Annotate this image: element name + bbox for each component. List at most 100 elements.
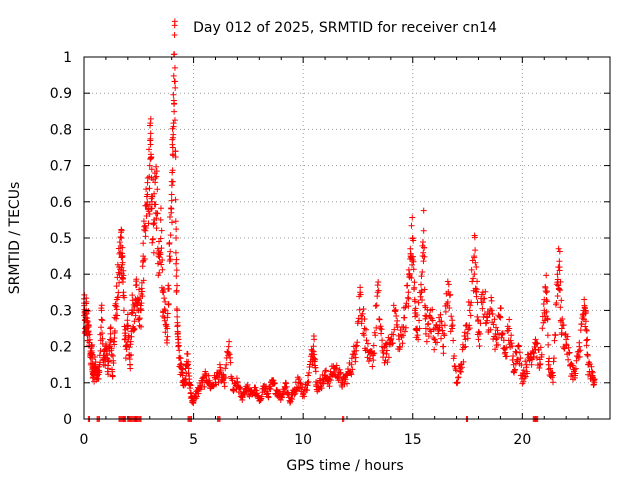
data-point <box>119 259 126 266</box>
data-point <box>147 141 154 148</box>
data-point <box>400 332 407 339</box>
data-point <box>327 377 334 384</box>
data-point <box>154 186 161 193</box>
data-point <box>86 336 93 343</box>
data-point <box>453 379 460 386</box>
data-point <box>120 272 127 279</box>
data-point <box>168 182 175 189</box>
data-point <box>140 240 147 247</box>
data-point <box>376 316 383 323</box>
data-point <box>158 261 165 268</box>
data-point <box>116 263 123 270</box>
data-point <box>287 397 294 404</box>
data-point <box>544 316 551 323</box>
data-point <box>336 375 343 382</box>
data-point <box>380 349 387 356</box>
data-point <box>418 273 425 280</box>
data-point <box>589 372 596 379</box>
data-point <box>552 332 559 339</box>
data-point <box>427 307 434 314</box>
data-point <box>136 286 143 293</box>
data-point <box>165 285 172 292</box>
data-point <box>187 382 194 389</box>
data-point <box>128 333 135 340</box>
data-point <box>222 374 229 381</box>
data-point <box>171 51 178 58</box>
data-point <box>113 306 120 313</box>
data-point <box>342 376 349 383</box>
data-point <box>154 210 161 217</box>
data-point <box>116 279 123 286</box>
data-point <box>544 332 551 339</box>
data-point <box>488 297 495 304</box>
data-point <box>136 315 143 322</box>
data-point <box>405 295 412 302</box>
data-point <box>97 347 104 354</box>
data-point <box>400 314 407 321</box>
data-point <box>147 155 154 162</box>
data-point <box>457 361 464 368</box>
data-point <box>583 327 590 334</box>
axis-ticks: 00.10.20.30.40.50.60.70.80.910 5 10 15 20 <box>50 50 611 448</box>
data-point <box>572 365 579 372</box>
y-tick-label: 0.8 <box>50 122 72 138</box>
plot-frame <box>83 56 611 420</box>
data-point <box>126 344 133 351</box>
y-tick-label: 1 <box>63 50 72 66</box>
data-point <box>181 379 188 386</box>
data-point <box>437 311 444 318</box>
data-point <box>304 379 311 386</box>
data-point <box>408 275 415 282</box>
data-point <box>141 223 148 230</box>
data-point <box>449 325 456 332</box>
data-point <box>563 336 570 343</box>
data-point <box>206 377 213 384</box>
data-point <box>471 271 478 278</box>
data-point <box>133 282 140 289</box>
data-point <box>402 324 409 331</box>
data-point <box>520 378 527 385</box>
data-point <box>119 244 126 251</box>
data-point <box>173 235 180 241</box>
data-point <box>108 351 115 358</box>
data-point <box>168 197 175 204</box>
data-point <box>421 286 428 293</box>
data-point <box>446 305 453 312</box>
data-point <box>487 305 494 312</box>
data-point <box>450 337 457 344</box>
data-point <box>282 379 289 386</box>
data-point <box>159 289 166 296</box>
data-point <box>465 326 472 333</box>
data-point <box>451 352 458 359</box>
data-point <box>420 227 427 234</box>
data-point <box>124 317 131 324</box>
data-point <box>392 307 399 314</box>
data-point <box>571 372 578 379</box>
data-point <box>418 289 425 296</box>
data-point <box>420 207 427 214</box>
data-point <box>175 343 182 350</box>
data-point <box>448 313 455 320</box>
data-point <box>120 289 127 296</box>
data-point <box>127 351 134 358</box>
data-point <box>440 343 447 350</box>
data-point <box>176 354 183 361</box>
data-point <box>157 216 164 223</box>
data-point <box>421 244 428 251</box>
data-point <box>411 284 418 291</box>
data-point <box>556 248 563 255</box>
data-point <box>489 310 496 317</box>
data-point <box>174 313 181 320</box>
data-point <box>518 361 525 368</box>
data-point <box>584 352 591 359</box>
data-point <box>158 227 165 234</box>
data-point <box>471 234 478 241</box>
data-point <box>267 386 274 393</box>
data-point <box>349 366 356 373</box>
data-point <box>193 393 200 400</box>
data-point <box>580 307 587 314</box>
data-point <box>434 339 441 346</box>
data-point <box>429 317 436 324</box>
data-point <box>102 343 109 350</box>
